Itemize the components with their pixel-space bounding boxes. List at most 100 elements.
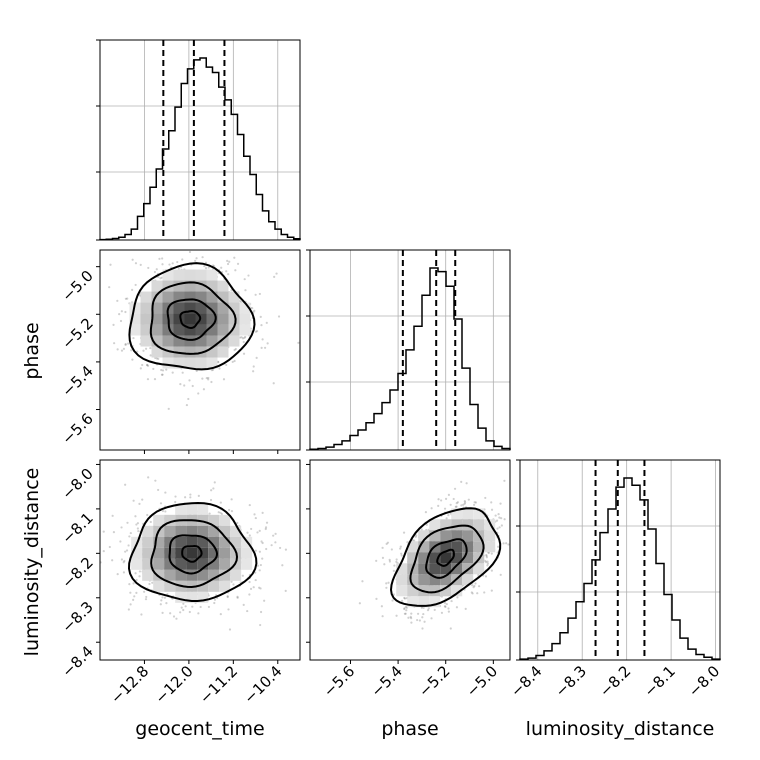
scatter-point xyxy=(381,615,384,618)
contour-line xyxy=(425,538,468,579)
density-cell xyxy=(208,514,220,526)
scatter-point xyxy=(430,617,433,620)
histogram-panel-geocent_time xyxy=(96,39,301,241)
scatter-point xyxy=(202,388,206,391)
x-tick-label: −8.1 xyxy=(640,662,678,700)
contour-line xyxy=(166,298,217,341)
scatter-point xyxy=(122,347,126,350)
scatter-point xyxy=(386,541,390,544)
scatter-point xyxy=(217,511,220,514)
scatter-point xyxy=(259,610,263,614)
scatter-point xyxy=(113,342,116,345)
scatter-point xyxy=(138,293,141,297)
scatter-point xyxy=(171,262,174,265)
scatter-point xyxy=(409,615,412,619)
scatter-point xyxy=(242,352,246,355)
density-cell xyxy=(142,569,154,581)
scatter-point xyxy=(148,582,151,586)
scatter-point xyxy=(181,258,184,261)
scatter-point xyxy=(471,592,474,595)
scatter-point xyxy=(153,270,157,274)
scatter-point xyxy=(181,371,184,374)
density-cell xyxy=(142,536,154,548)
density-cell xyxy=(217,335,229,347)
scatter-point xyxy=(207,378,210,381)
density-cell xyxy=(462,552,474,564)
scatter-point xyxy=(253,513,256,516)
scatter-point xyxy=(264,527,267,531)
scatter-point xyxy=(129,531,132,535)
scatter-point xyxy=(161,369,165,372)
density-cell xyxy=(429,519,441,531)
scatter-point xyxy=(260,346,263,349)
density-cell xyxy=(396,574,408,586)
scatter-point xyxy=(236,596,239,599)
scatter-point xyxy=(146,363,149,366)
density-cell xyxy=(217,291,229,303)
contour-line xyxy=(150,519,239,589)
axis-label-luminosity-y: luminosity_distance xyxy=(21,468,43,657)
scatter-point xyxy=(258,292,261,296)
x-tick-label: −8.3 xyxy=(552,662,590,700)
density-cell xyxy=(484,541,496,553)
density-cell xyxy=(175,503,187,515)
density-cell xyxy=(186,558,198,570)
scatter-point xyxy=(134,515,137,518)
scatter-point xyxy=(404,612,407,615)
scatter-point xyxy=(450,599,453,603)
scatter-point xyxy=(128,582,131,586)
scatter-point xyxy=(160,373,164,376)
scatter-point xyxy=(112,323,115,326)
density-cell xyxy=(151,313,163,325)
scatter-point xyxy=(233,348,236,352)
density-cell xyxy=(186,525,198,537)
scatter-point xyxy=(437,504,440,507)
scatter-point xyxy=(194,259,197,262)
density-cell xyxy=(206,357,218,369)
scatter-point xyxy=(102,530,105,533)
scatter-point xyxy=(127,608,130,611)
scatter-point xyxy=(230,498,233,501)
density-cell xyxy=(173,324,185,336)
scatter-point xyxy=(133,595,136,598)
scatter-point xyxy=(500,524,503,527)
density-cell xyxy=(186,569,198,581)
density-cell xyxy=(129,313,141,325)
scatter-point xyxy=(254,571,257,574)
scatter-point xyxy=(403,597,407,600)
density-cell xyxy=(219,536,231,548)
scatter-point xyxy=(171,244,173,246)
scatter-point xyxy=(234,269,237,272)
density-cell xyxy=(184,313,196,325)
density-cell xyxy=(217,302,229,314)
density-cell xyxy=(440,574,452,586)
scatter-point xyxy=(144,598,148,601)
density-cell xyxy=(208,525,220,537)
scatter-point xyxy=(490,589,493,592)
scatter-point xyxy=(445,517,448,520)
density-cell xyxy=(451,541,463,553)
scatter-point xyxy=(281,564,284,567)
scatter-point xyxy=(387,581,390,584)
density-cell xyxy=(418,563,430,575)
scatter-point xyxy=(254,330,257,333)
scatter-point xyxy=(132,598,135,601)
density-cell xyxy=(418,552,430,564)
scatter-point xyxy=(390,548,393,551)
density-cell xyxy=(184,357,196,369)
density-cell xyxy=(208,558,220,570)
scatter-point xyxy=(273,275,276,278)
scatter-point xyxy=(258,550,261,553)
density-cell xyxy=(164,525,176,537)
scatter-point xyxy=(161,611,164,614)
density-cell xyxy=(241,547,253,559)
density-cell xyxy=(173,335,185,347)
scatter-point xyxy=(136,527,139,530)
scatter-point xyxy=(255,356,258,360)
scatter-point xyxy=(430,507,433,510)
density-cell xyxy=(206,280,218,292)
density-cell xyxy=(217,324,229,336)
density-cell xyxy=(219,569,231,581)
density-cell xyxy=(219,558,231,570)
scatter-point xyxy=(395,614,398,617)
